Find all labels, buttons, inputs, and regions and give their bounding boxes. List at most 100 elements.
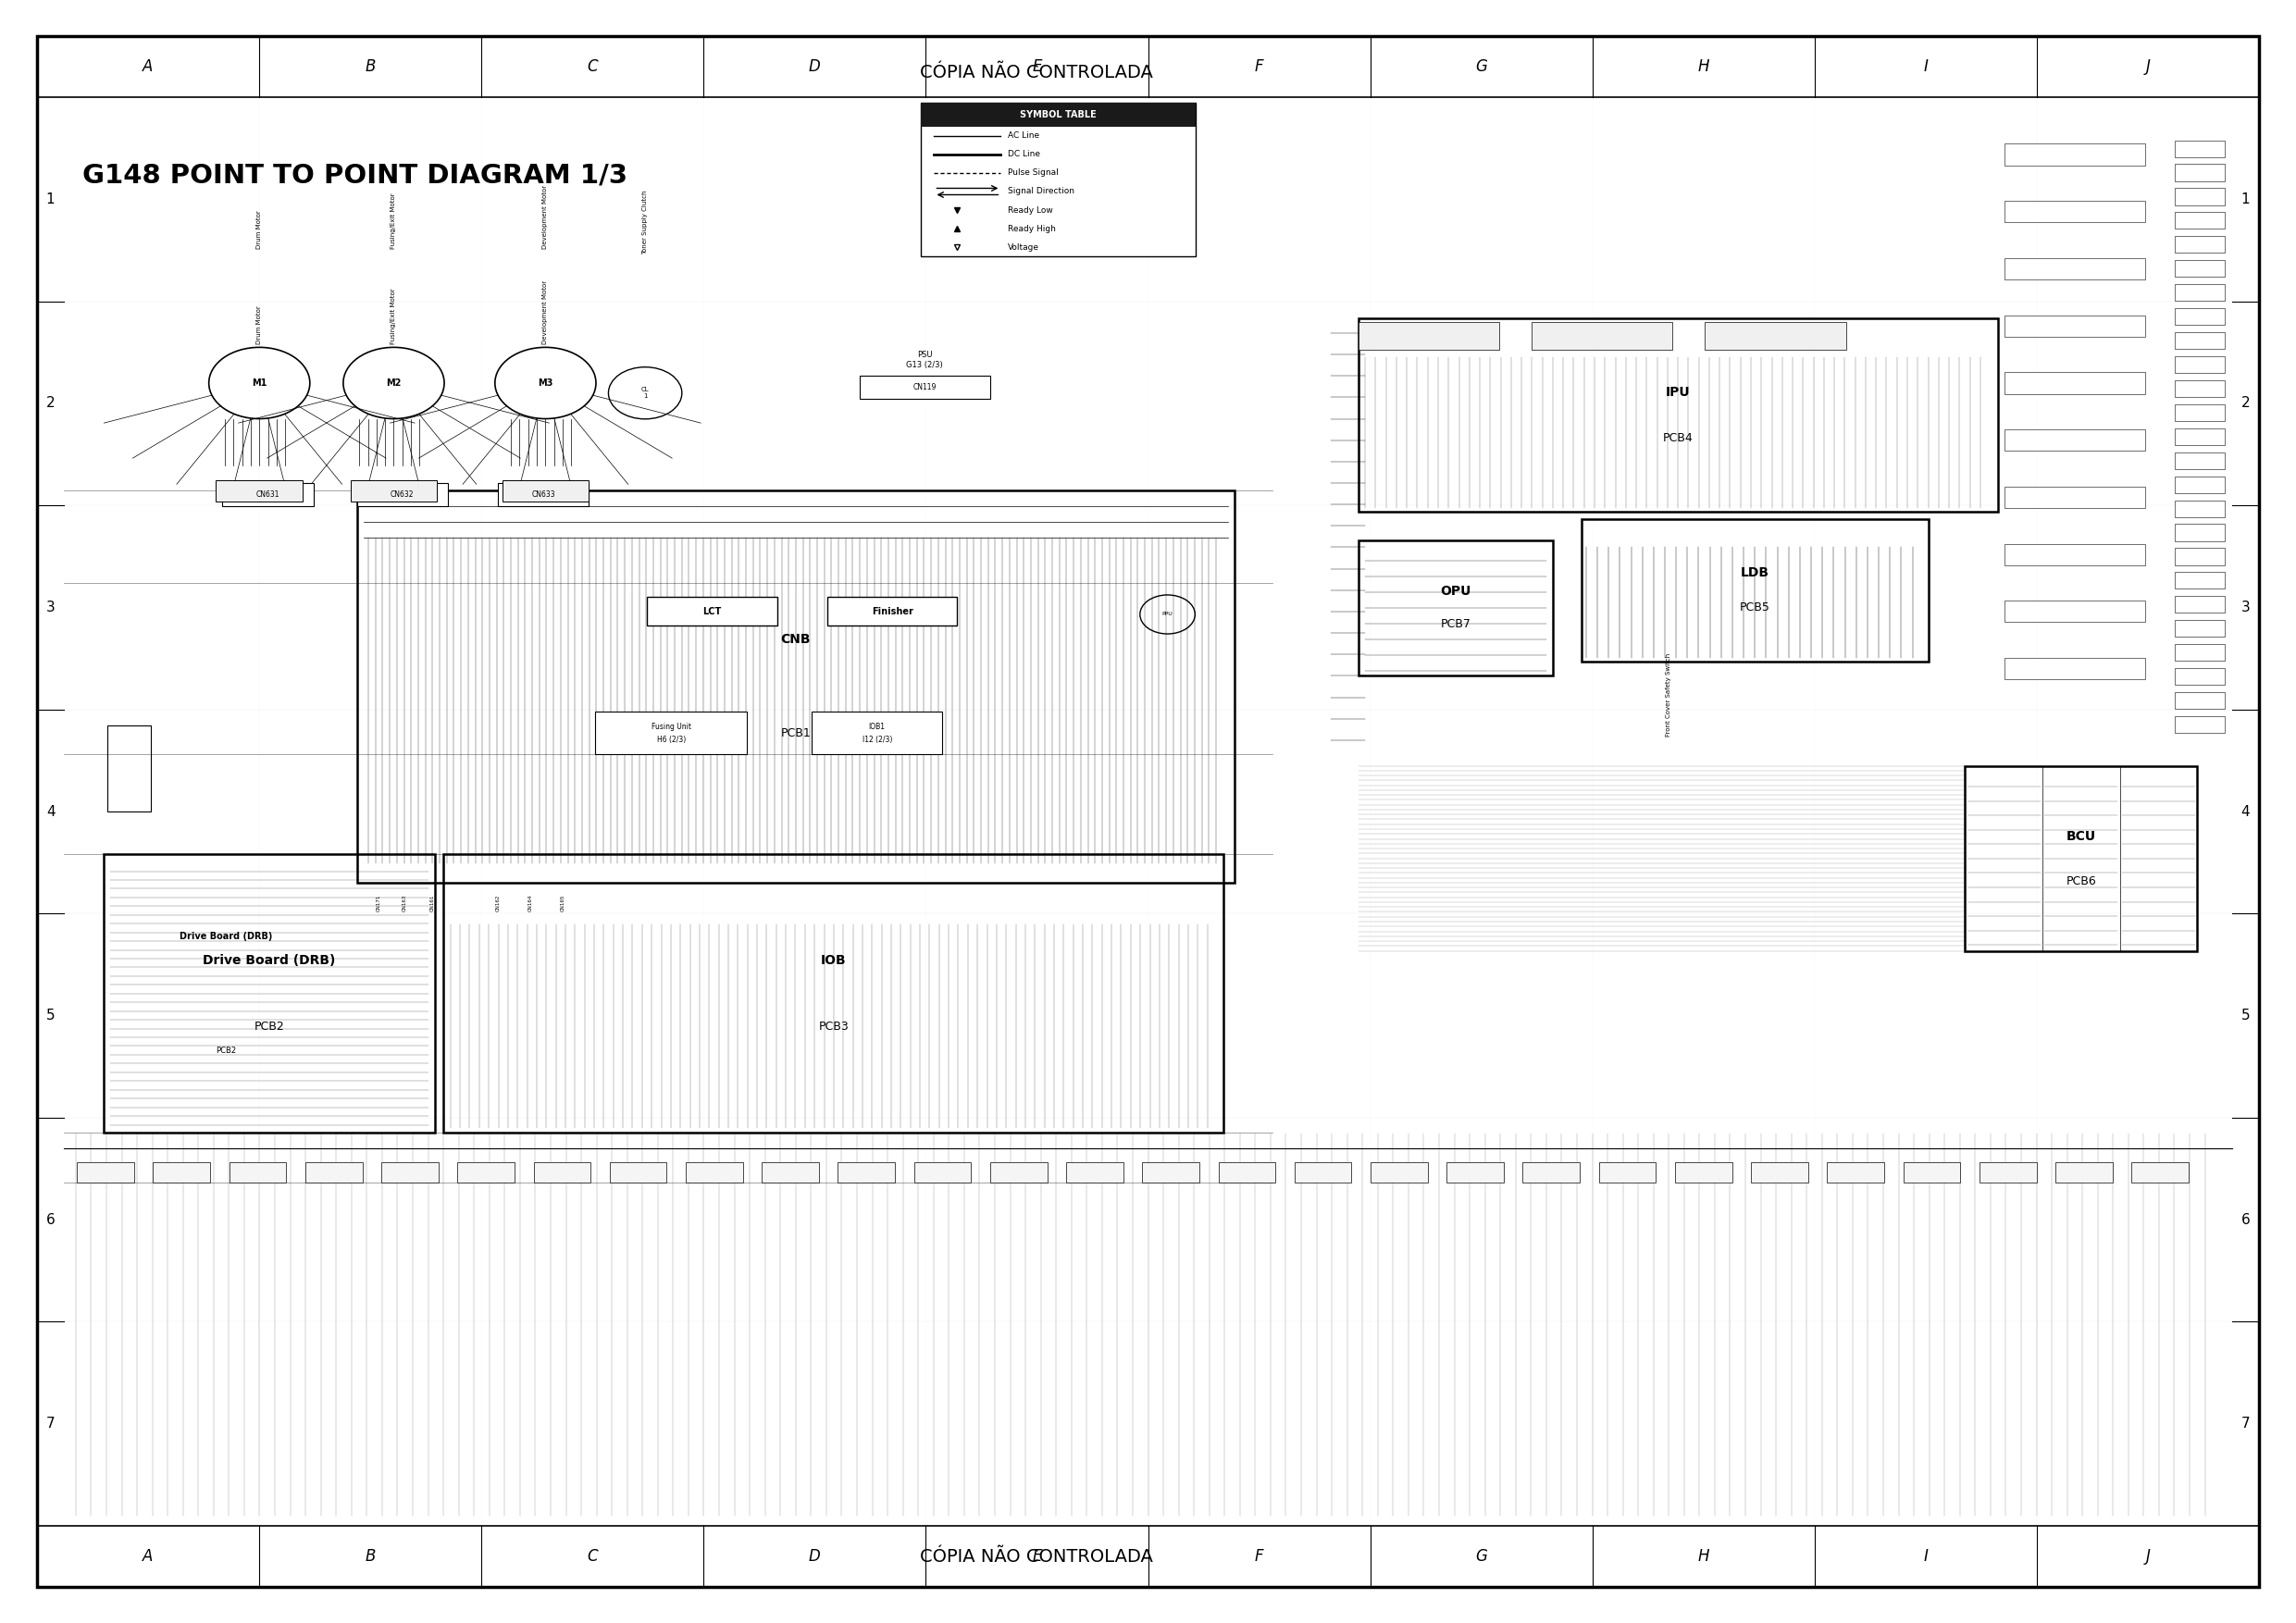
Text: I: I [1924,58,1929,75]
Text: 2: 2 [2241,396,2250,411]
Bar [1295,1162,1352,1183]
Bar [914,1162,971,1183]
Bar [2174,237,2225,253]
Text: 1: 1 [46,193,55,206]
Text: AC Line: AC Line [1008,131,1040,140]
Bar [1706,321,1846,351]
Bar [1979,1162,2037,1183]
Text: Fusing Unit: Fusing Unit [652,722,691,730]
Text: PCB7: PCB7 [1440,618,1472,630]
Bar [103,854,434,1133]
Bar [154,1162,211,1183]
Text: BCU: BCU [2066,829,2096,842]
Bar [1065,1162,1123,1183]
Text: LCT: LCT [703,607,721,617]
Bar [2174,549,2225,565]
Bar [859,377,990,399]
Text: Drive Board (DRB): Drive Board (DRB) [202,954,335,967]
Bar [2174,380,2225,398]
Text: CN161: CN161 [429,894,434,912]
Text: DC Line: DC Line [1008,151,1040,159]
Bar [1965,766,2197,951]
Bar [503,480,588,502]
Text: 7: 7 [2241,1417,2250,1430]
Text: F: F [1254,58,1263,75]
Text: CÓPIA NÃO CONTROLADA: CÓPIA NÃO CONTROLADA [921,65,1153,81]
Text: H: H [1697,1548,1711,1565]
Text: 3: 3 [46,601,55,615]
Bar [351,480,436,502]
Text: 1: 1 [2241,193,2250,206]
Text: CN119: CN119 [914,383,937,391]
Bar [595,711,746,755]
Bar [2055,1162,2112,1183]
Text: CN632: CN632 [390,490,413,498]
Bar [1752,1162,1809,1183]
Text: CN171: CN171 [377,894,381,912]
Text: C: C [588,1548,597,1565]
Text: Signal Direction: Signal Direction [1008,187,1075,196]
Bar [78,1162,133,1183]
Text: A: A [142,58,154,75]
Text: H6 (2/3): H6 (2/3) [657,735,687,743]
Text: IOB1: IOB1 [868,722,886,730]
Bar [2004,372,2144,394]
Bar [305,1162,363,1183]
Text: J: J [2147,1548,2151,1565]
Bar [611,1162,666,1183]
Bar [2174,573,2225,589]
Bar [2174,524,2225,540]
Bar [2004,258,2144,279]
Text: B: B [365,58,374,75]
Text: CÓPIA NÃO CONTROLADA: CÓPIA NÃO CONTROLADA [921,1548,1153,1565]
Bar [921,102,1196,256]
Text: Voltage: Voltage [1008,243,1040,252]
Text: G: G [1476,1548,1488,1565]
Text: Pulse Signal: Pulse Signal [1008,169,1058,177]
Bar [2174,260,2225,278]
Text: IOB: IOB [822,954,847,967]
Bar [443,854,1224,1133]
Bar [2174,333,2225,349]
Text: Drive Board (DRB): Drive Board (DRB) [179,932,273,941]
Text: Fusing/Exit Motor: Fusing/Exit Motor [390,287,397,344]
Bar [813,711,941,755]
Bar [838,1162,895,1183]
Text: 7: 7 [46,1417,55,1430]
Text: Development Motor: Development Motor [542,185,549,248]
Bar [1359,321,1499,351]
Text: Toner Supply Clutch: Toner Supply Clutch [643,190,647,255]
Text: G148 POINT TO POINT DIAGRAM 1/3: G148 POINT TO POINT DIAGRAM 1/3 [83,162,627,188]
Text: PCB1: PCB1 [781,727,810,740]
Text: CN163: CN163 [402,894,406,912]
Bar [1598,1162,1655,1183]
Text: Drum Motor: Drum Motor [257,305,262,344]
Bar [2174,476,2225,493]
Text: F: F [1254,1548,1263,1565]
Text: Ready Low: Ready Low [1008,206,1054,214]
Text: PPU: PPU [1162,612,1173,617]
Bar [498,484,588,506]
Bar [2174,140,2225,157]
Bar [2174,691,2225,709]
Bar [1359,540,1554,675]
Text: I: I [1924,1548,1929,1565]
Text: M2: M2 [386,378,402,388]
Bar [647,597,778,626]
Text: PCB6: PCB6 [2066,875,2096,886]
Text: D: D [808,1548,820,1565]
Text: 2: 2 [46,396,55,411]
Text: Ready High: Ready High [1008,224,1056,232]
Bar [356,490,1235,883]
Text: IPU: IPU [1665,386,1690,399]
Bar [1676,1162,1731,1183]
Text: J: J [2147,58,2151,75]
Bar [2174,620,2225,636]
Text: I12 (2/3): I12 (2/3) [861,735,893,743]
Text: CNB: CNB [781,633,810,646]
Text: Front Cover Safety Switch: Front Cover Safety Switch [1665,652,1671,737]
Bar [2174,188,2225,204]
Text: 5: 5 [46,1008,55,1022]
Text: Development Motor: Development Motor [542,281,549,344]
Bar [2174,716,2225,734]
